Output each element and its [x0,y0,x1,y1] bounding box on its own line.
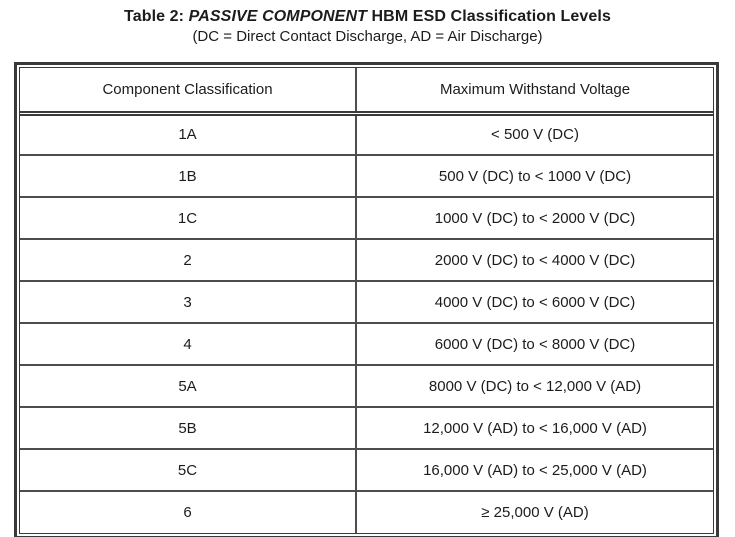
cell-classification: 5C [20,448,357,491]
cell-classification: 4 [20,322,357,365]
header-row: Component Classification Maximum Withsta… [20,68,713,116]
cell-voltage: 2000 V (DC) to < 4000 V (DC) [356,238,713,281]
table-row: 2 2000 V (DC) to < 4000 V (DC) [20,238,713,281]
cell-voltage: ≥ 25,000 V (AD) [356,490,713,533]
cell-classification: 5B [20,406,357,449]
cell-classification: 1B [20,154,357,197]
table-row: 1B 500 V (DC) to < 1000 V (DC) [20,154,713,197]
title-suffix: HBM ESD Classification Levels [366,8,611,25]
cell-voltage: < 500 V (DC) [491,126,579,144]
table-row: 1C 1000 V (DC) to < 2000 V (DC) [20,196,713,239]
cell-voltage: 16,000 V (AD) to < 25,000 V (AD) [356,448,713,491]
cell-voltage: 6000 V (DC) to < 8000 V (DC) [356,322,713,365]
table-subtitle: (DC = Direct Contact Discharge, AD = Air… [192,28,543,45]
cell-voltage: 12,000 V (AD) to < 16,000 V (AD) [356,406,713,449]
table-title: Table 2: PASSIVE COMPONENT HBM ESD Class… [0,8,735,26]
table-caption: Table 2: PASSIVE COMPONENT HBM ESD Class… [0,8,735,45]
table-row: 4 6000 V (DC) to < 8000 V (DC) [20,322,713,365]
title-prefix: Table 2: [124,8,189,25]
table-row: 5C 16,000 V (AD) to < 25,000 V (AD) [20,448,713,491]
cell-voltage: 8000 V (DC) to < 12,000 V (AD) [356,364,713,407]
cell-classification: 2 [20,238,357,281]
table-row: 5A 8000 V (DC) to < 12,000 V (AD) [20,364,713,407]
cell-classification: 3 [20,280,357,323]
table-row: 5B 12,000 V (AD) to < 16,000 V (AD) [20,406,713,449]
cell-classification: 6 [20,490,357,533]
header-maximum-withstand-voltage: Maximum Withstand Voltage [356,68,713,116]
cell-classification: 5A [20,364,357,407]
cell-voltage: 500 V (DC) to < 1000 V (DC) [356,154,713,197]
table-row: 3 4000 V (DC) to < 6000 V (DC) [20,280,713,323]
title-emphasis: PASSIVE COMPONENT [188,8,367,25]
table-row: 6 ≥ 25,000 V (AD) [20,490,713,533]
cell-classification: 1C [20,196,357,239]
cell-voltage: 1000 V (DC) to < 2000 V (DC) [356,196,713,239]
header-component-classification: Component Classification [20,68,357,116]
classification-table: Component Classification Maximum Withsta… [20,68,713,533]
cell-classification: 1A [20,113,357,155]
esd-classification-table: Component Classification Maximum Withsta… [14,62,719,537]
table-row: 1A < 500 V (DC) [20,113,713,155]
table-inner-border: Component Classification Maximum Withsta… [19,67,714,534]
cell-voltage: 4000 V (DC) to < 6000 V (DC) [356,280,713,323]
